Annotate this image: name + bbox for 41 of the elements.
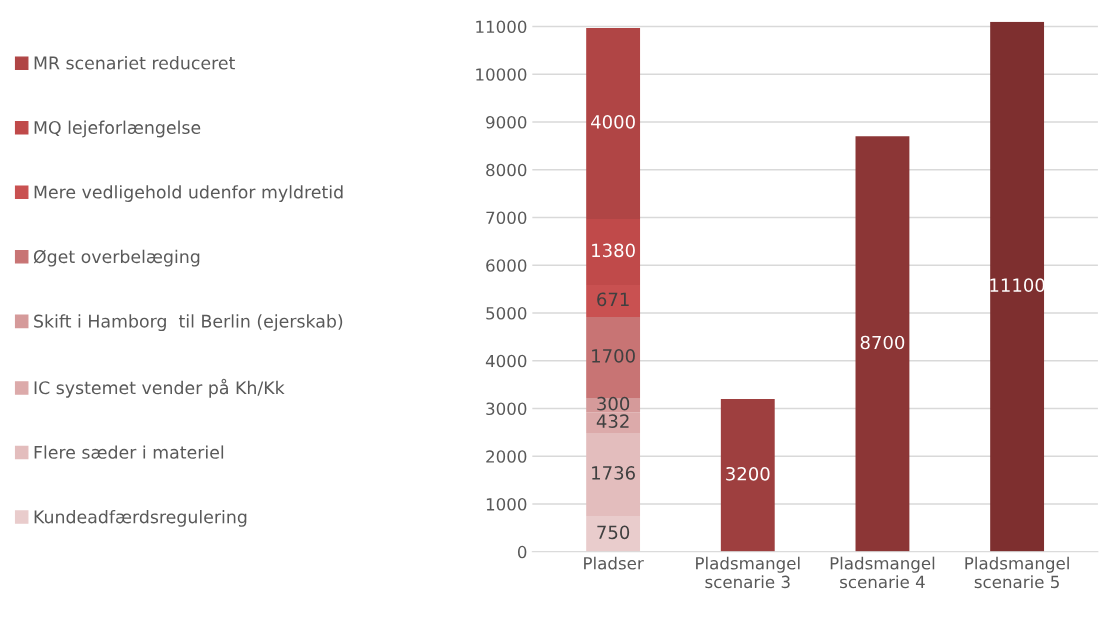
data-label: 8700 bbox=[860, 335, 905, 350]
data-label: 4000 bbox=[591, 115, 635, 129]
y-tick-label: 1000 bbox=[486, 498, 527, 511]
bar bbox=[855, 136, 910, 552]
data-label: 1736 bbox=[592, 466, 635, 480]
y-tick-label: 5000 bbox=[486, 306, 527, 320]
data-label: 1700 bbox=[592, 349, 635, 363]
legend-label: Øget overbelæging bbox=[33, 249, 200, 267]
data-label: 671 bbox=[597, 292, 629, 307]
bar bbox=[586, 412, 641, 434]
y-tick-label: 4000 bbox=[485, 354, 527, 368]
bar bbox=[586, 515, 641, 552]
data-label: 750 bbox=[597, 525, 630, 540]
x-tick-label: Pladsmangel scenarie 5 bbox=[965, 556, 1069, 589]
data-label: 3200 bbox=[726, 466, 770, 481]
legend-label: MQ lejeforlængelse bbox=[34, 120, 201, 138]
y-tick-label: 3000 bbox=[486, 402, 527, 416]
legend-label: Kundeadfærdsregulering bbox=[34, 509, 247, 527]
legend-label: Flere sæder i materiel bbox=[34, 445, 224, 459]
x-tick-label: Pladsmangel scenarie 3 bbox=[696, 556, 800, 589]
bar bbox=[586, 27, 641, 219]
y-tick-label: 9000 bbox=[486, 115, 527, 129]
bar bbox=[990, 21, 1045, 552]
x-tick-label: Pladser bbox=[584, 556, 644, 570]
x-tick-label: Pladsmangel scenarie 4 bbox=[830, 556, 935, 589]
y-tick-label: 10000 bbox=[476, 68, 527, 81]
y-tick-label: 11000 bbox=[476, 20, 527, 34]
data-label: 1380 bbox=[592, 243, 635, 258]
y-tick-label: 2000 bbox=[486, 450, 527, 463]
legend-label: Mere vedligehold udenfor myldretid bbox=[34, 185, 343, 202]
data-label: 432 bbox=[596, 414, 629, 428]
y-tick-label: 0 bbox=[517, 545, 527, 559]
bar bbox=[586, 433, 641, 516]
data-label: 300 bbox=[597, 396, 630, 411]
y-tick-label: 7000 bbox=[486, 211, 527, 225]
legend-label: MR scenariet reduceret bbox=[34, 56, 235, 70]
legend-label: IC systemet vender på Kh/Kk bbox=[34, 378, 285, 398]
legend-label: Skift i Hamborg til Berlin (ejerskab) bbox=[34, 314, 343, 332]
bar bbox=[720, 398, 775, 552]
y-tick-label: 8000 bbox=[486, 163, 527, 177]
y-tick-label: 6000 bbox=[486, 259, 527, 272]
